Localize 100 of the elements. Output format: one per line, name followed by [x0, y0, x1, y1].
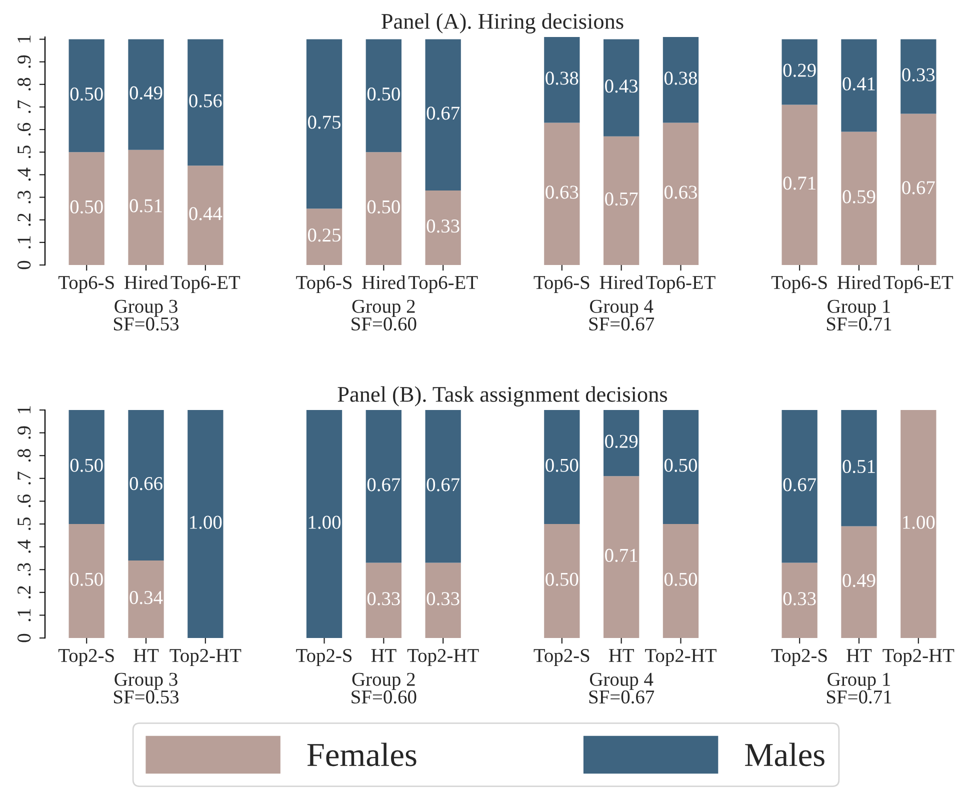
x-tick-label: Top6-ET — [646, 276, 716, 294]
data-label: 0.34 — [130, 590, 163, 604]
x-tick-label: Top6-S — [771, 276, 827, 294]
data-label: 0.29 — [783, 64, 816, 77]
data-label: 1.00 — [903, 516, 935, 529]
data-label: 1.00 — [308, 516, 341, 529]
text: Group 4 SF=0.67 — [589, 300, 654, 331]
data-label: 0.71 — [783, 176, 816, 190]
x-tick-label: Top6-ET — [884, 276, 954, 294]
text: Group 4 SF=0.67 — [589, 672, 654, 704]
y-tick-label: .5 — [18, 146, 31, 158]
data-label: 0.49 — [842, 574, 876, 588]
data-label: 0.33 — [426, 220, 460, 233]
data-label: 0.50 — [70, 458, 103, 472]
y-tick-label: .4 — [18, 540, 31, 553]
y-tick-label: .7 — [18, 472, 31, 484]
data-label: 0.50 — [367, 200, 400, 214]
x-tick-label: Top2-S — [58, 649, 114, 666]
data-label: 0.38 — [546, 72, 578, 85]
text: Group 1 SF=0.71 — [826, 300, 892, 331]
x-tick-label: Hired — [837, 275, 881, 290]
text: Group 1 SF=0.71 — [826, 672, 892, 704]
data-label: 0.38 — [664, 72, 698, 85]
y-tick-label: .9 — [18, 426, 31, 439]
x-tick-label: HT — [134, 649, 159, 662]
x-tick-label: HT — [846, 649, 872, 662]
y-tick-label: .7 — [18, 100, 31, 113]
y-tick-label: .1 — [18, 236, 31, 248]
y-tick-label: .2 — [18, 586, 31, 598]
legend-label: Males — [745, 742, 824, 766]
y-tick-label: .3 — [18, 190, 31, 204]
x-tick-label: Hired — [362, 275, 406, 290]
x-tick-label: Top2-HT — [882, 649, 954, 666]
y-tick-label: 0 — [18, 260, 31, 270]
data-label: 0.75 — [308, 116, 341, 129]
data-label: 0.51 — [842, 460, 875, 474]
x-tick-label: Top2-S — [771, 649, 827, 666]
text: Group 2 SF=0.60 — [352, 672, 416, 704]
data-label: 0.51 — [130, 199, 162, 212]
data-label: 0.67 — [902, 181, 935, 194]
x-tick-label: Top2-S — [534, 649, 590, 666]
data-label: 0.33 — [902, 68, 935, 82]
data-label: 0.50 — [664, 458, 698, 472]
text: Group 2 SF=0.60 — [352, 300, 416, 331]
y-tick-label: 0 — [18, 634, 31, 642]
data-label: 0.50 — [546, 572, 578, 586]
data-label: 0.71 — [605, 548, 638, 562]
x-tick-label: Top6-S — [58, 276, 114, 294]
y-tick-label: 1 — [18, 406, 30, 414]
x-tick-label: Top2-HT — [645, 649, 716, 666]
data-label: 0.33 — [367, 592, 400, 606]
x-tick-label: Top6-S — [296, 276, 352, 294]
y-tick-label: .8 — [18, 449, 31, 462]
data-label: 0.67 — [783, 478, 816, 492]
data-label: 0.50 — [70, 572, 103, 586]
data-label: 0.50 — [546, 458, 578, 472]
x-tick-label: HT — [608, 649, 634, 662]
data-label: 0.50 — [367, 87, 400, 101]
data-label: 0.50 — [70, 87, 103, 101]
y-tick-label: .3 — [18, 563, 31, 576]
chart-title: Panel (A). Hiring decisions — [382, 13, 624, 34]
y-tick-label: .5 — [18, 517, 31, 530]
x-tick-label: Top6-ET — [408, 276, 478, 294]
x-tick-label: Hired — [124, 275, 168, 290]
data-label: 0.67 — [426, 478, 460, 492]
text: Group 3 SF=0.53 — [114, 672, 179, 704]
x-tick-label: HT — [371, 649, 396, 662]
data-label: 0.44 — [189, 207, 222, 220]
y-tick-label: .6 — [18, 494, 31, 508]
data-label: 0.33 — [783, 592, 816, 606]
data-label: 0.41 — [842, 77, 875, 90]
data-label: 0.50 — [70, 200, 103, 214]
data-label: 0.49 — [130, 86, 162, 100]
x-tick-label: Top2-HT — [170, 649, 242, 666]
y-tick-label: .2 — [18, 214, 31, 226]
x-tick-label: Top2-S — [296, 649, 352, 666]
y-tick-label: .4 — [18, 168, 31, 181]
legend-label: Females — [307, 742, 416, 766]
x-tick-label: Top2-HT — [407, 649, 479, 666]
data-label: 0.43 — [605, 80, 638, 93]
text: Group 3 SF=0.53 — [114, 300, 179, 331]
data-label: 0.25 — [308, 228, 341, 242]
data-label: 0.67 — [426, 106, 460, 120]
data-label: 0.66 — [130, 476, 162, 490]
x-tick-label: Top6-S — [534, 276, 590, 294]
data-label: 0.59 — [842, 190, 876, 204]
data-label: 0.29 — [605, 434, 638, 448]
data-label: 0.63 — [546, 186, 578, 199]
data-label: 0.63 — [664, 186, 697, 199]
data-label: 1.00 — [190, 516, 222, 529]
data-label: 0.57 — [605, 192, 638, 206]
data-label: 0.50 — [664, 572, 698, 586]
y-tick-label: .9 — [18, 55, 31, 68]
y-tick-label: .6 — [18, 122, 31, 136]
data-label: 0.67 — [367, 478, 400, 492]
x-tick-label: Top6-ET — [170, 276, 240, 294]
y-tick-label: .8 — [18, 78, 31, 90]
chart-title: Panel (B). Task assignment decisions — [338, 386, 668, 406]
y-tick-label: 1 — [18, 36, 30, 42]
y-tick-label: .1 — [18, 609, 31, 622]
